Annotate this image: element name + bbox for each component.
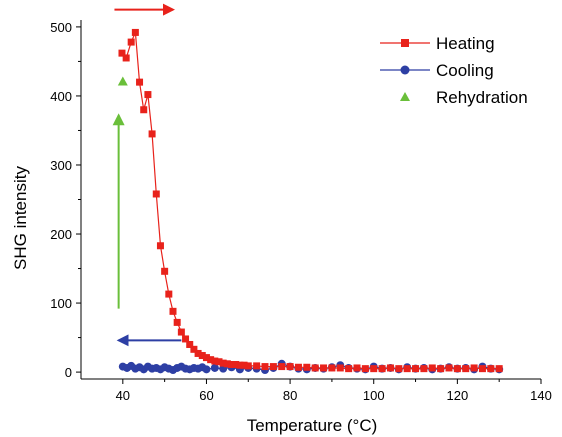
data-point — [228, 361, 236, 369]
legend-marker-triangle — [400, 92, 410, 101]
data-point — [219, 359, 227, 367]
data-point — [156, 242, 164, 250]
legend-marker-circle — [400, 65, 410, 75]
legend-item-cooling: Cooling — [380, 61, 494, 80]
y-tick-label: 400 — [50, 89, 72, 104]
data-point — [117, 76, 128, 86]
data-point — [127, 38, 135, 46]
data-point — [182, 335, 190, 343]
legend-label-heating: Heating — [436, 34, 495, 53]
data-point — [487, 365, 495, 373]
data-point — [122, 54, 130, 62]
data-point — [361, 365, 369, 373]
data-point — [478, 365, 486, 373]
legend-item-rehydration: Rehydration — [400, 88, 528, 107]
data-point — [244, 362, 252, 370]
annotation-arrows — [112, 3, 182, 347]
series-line — [121, 32, 500, 370]
data-point — [211, 357, 219, 365]
data-point — [253, 362, 261, 370]
data-point — [202, 365, 211, 374]
data-point — [236, 361, 244, 369]
data-point — [286, 363, 294, 371]
data-point — [353, 364, 361, 372]
legend-label-cooling: Cooling — [436, 61, 494, 80]
data-point — [152, 190, 160, 198]
legend-item-heating: Heating — [380, 34, 495, 53]
data-point — [173, 318, 181, 326]
y-tick-label: 200 — [50, 227, 72, 242]
data-point — [148, 130, 156, 138]
data-point — [165, 290, 173, 298]
data-point — [278, 363, 286, 371]
data-point — [118, 49, 126, 57]
data-point — [131, 28, 139, 36]
data-point — [198, 352, 206, 360]
y-tick-label: 300 — [50, 158, 72, 173]
data-point — [378, 365, 386, 373]
legend: Heating Cooling Rehydration — [380, 34, 528, 107]
data-point — [161, 267, 169, 275]
y-axis-ticks: 0 100 200 300 400 500 — [50, 20, 81, 380]
data-point — [453, 365, 461, 373]
data-point — [320, 364, 328, 372]
x-tick-label: 40 — [116, 388, 130, 403]
series-layer — [117, 28, 504, 375]
data-point — [240, 361, 248, 369]
data-point — [232, 361, 240, 369]
data-point — [207, 356, 215, 364]
x-tick-label: 80 — [283, 388, 297, 403]
data-point — [428, 364, 436, 372]
x-tick-label: 60 — [199, 388, 213, 403]
data-point — [190, 345, 198, 353]
series-heating — [118, 28, 503, 373]
data-point — [169, 307, 177, 315]
data-point — [370, 365, 378, 373]
data-point — [462, 365, 470, 373]
x-tick-label: 100 — [363, 388, 385, 403]
y-axis-title: SHG intensity — [11, 166, 30, 270]
legend-marker-square — [401, 39, 409, 47]
data-point — [223, 360, 231, 368]
y-tick-label: 100 — [50, 296, 72, 311]
data-point — [311, 364, 319, 372]
data-point — [177, 328, 185, 336]
data-point — [437, 365, 445, 373]
x-tick-label: 120 — [447, 388, 469, 403]
x-tick-label: 140 — [530, 388, 552, 403]
data-point — [261, 363, 269, 371]
data-point — [210, 363, 219, 372]
data-point — [144, 91, 152, 99]
data-point — [194, 349, 202, 357]
x-axis-title: Temperature (°C) — [247, 416, 378, 435]
data-point — [445, 364, 453, 372]
series-rehydration — [117, 76, 128, 86]
data-point — [495, 365, 503, 373]
data-point — [412, 365, 420, 373]
data-point — [202, 354, 210, 362]
data-point — [136, 78, 144, 86]
data-point — [140, 106, 148, 114]
data-point — [186, 340, 194, 348]
data-point — [395, 365, 403, 373]
data-point — [470, 364, 478, 372]
x-axis-ticks: 40 60 80 100 120 140 — [116, 379, 552, 403]
y-tick-label: 0 — [65, 365, 72, 380]
data-point — [420, 365, 428, 373]
legend-label-rehydration: Rehydration — [436, 88, 528, 107]
data-point — [294, 363, 302, 371]
data-point — [386, 364, 394, 372]
data-point — [328, 364, 336, 372]
data-point — [336, 364, 344, 372]
y-tick-label: 500 — [50, 20, 72, 35]
data-point — [269, 363, 277, 371]
data-point — [215, 358, 223, 366]
data-point — [403, 365, 411, 373]
data-point — [345, 365, 353, 373]
data-point — [303, 363, 311, 371]
